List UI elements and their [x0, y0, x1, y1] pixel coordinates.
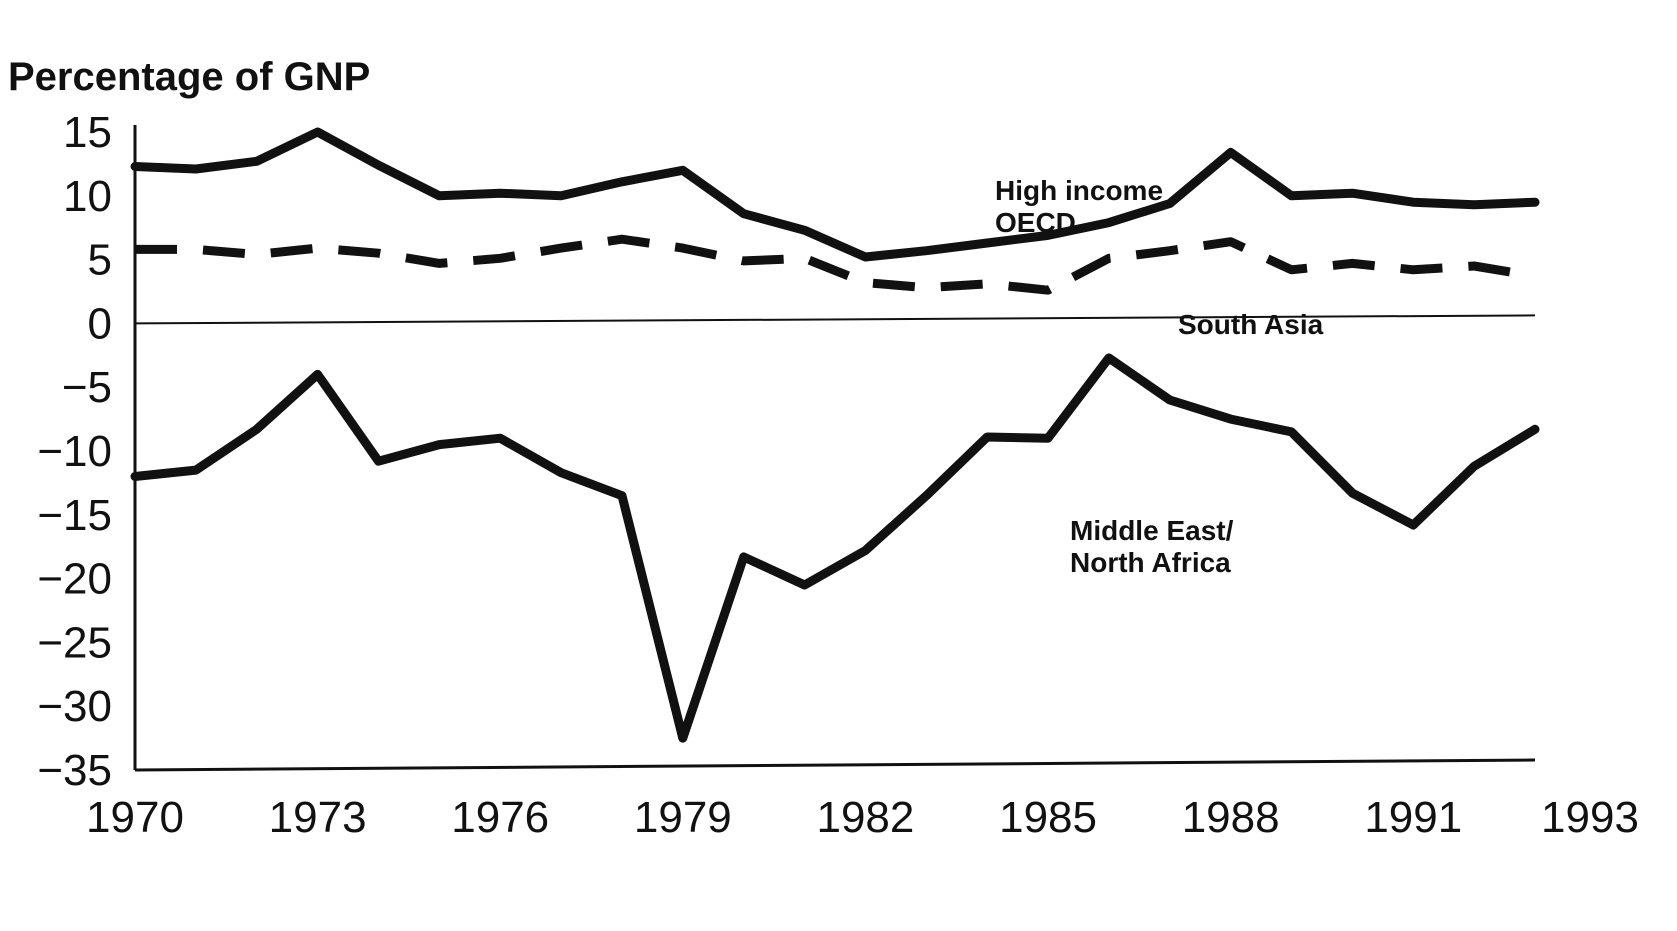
y-tick-label: −25: [37, 618, 112, 667]
x-tick-labels: 1970 1973 1976 1979 1982 1985 1988 1991 1993: [86, 793, 1639, 842]
x-axis-line: [134, 758, 1536, 772]
x-tick-label: 1976: [451, 793, 549, 842]
x-tick-label: 1985: [999, 793, 1097, 842]
series-lines: [130, 127, 1540, 743]
series-label: Middle East/: [1070, 515, 1234, 546]
y-tick-label: 15: [63, 108, 112, 157]
y-tick-label: −30: [37, 682, 112, 731]
x-tick-label: 1979: [634, 793, 732, 842]
y-tick-label: 10: [63, 172, 112, 221]
series-label: South Asia: [1178, 309, 1324, 340]
series-label: High income: [995, 175, 1163, 206]
zero-line: [134, 314, 1536, 325]
y-tick-labels: 15 10 5 0 −5 −10 −15 −20 −25 −30 −35: [37, 108, 112, 795]
y-tick-label: 0: [88, 299, 112, 348]
series-label: North Africa: [1070, 547, 1231, 578]
x-tick-label: 1988: [1182, 793, 1280, 842]
x-tick-label: 1993: [1541, 793, 1639, 842]
series-label: OECD: [995, 207, 1076, 238]
x-tick-label: 1982: [816, 793, 914, 842]
y-tick-label: −15: [37, 491, 112, 540]
y-tick-label: −10: [37, 427, 112, 476]
chart-title: Percentage of GNP: [8, 55, 370, 99]
axes: [133, 125, 1536, 772]
y-tick-label: 5: [88, 236, 112, 285]
y-tick-label: −20: [37, 555, 112, 604]
x-tick-label: 1973: [269, 793, 367, 842]
y-tick-label: −35: [37, 746, 112, 795]
x-tick-label: 1991: [1364, 793, 1462, 842]
x-tick-label: 1970: [86, 793, 184, 842]
series-line-0: [130, 127, 1540, 262]
series-line-2: [130, 353, 1540, 743]
series-line-1: [135, 234, 1536, 295]
y-tick-label: −5: [62, 363, 112, 412]
